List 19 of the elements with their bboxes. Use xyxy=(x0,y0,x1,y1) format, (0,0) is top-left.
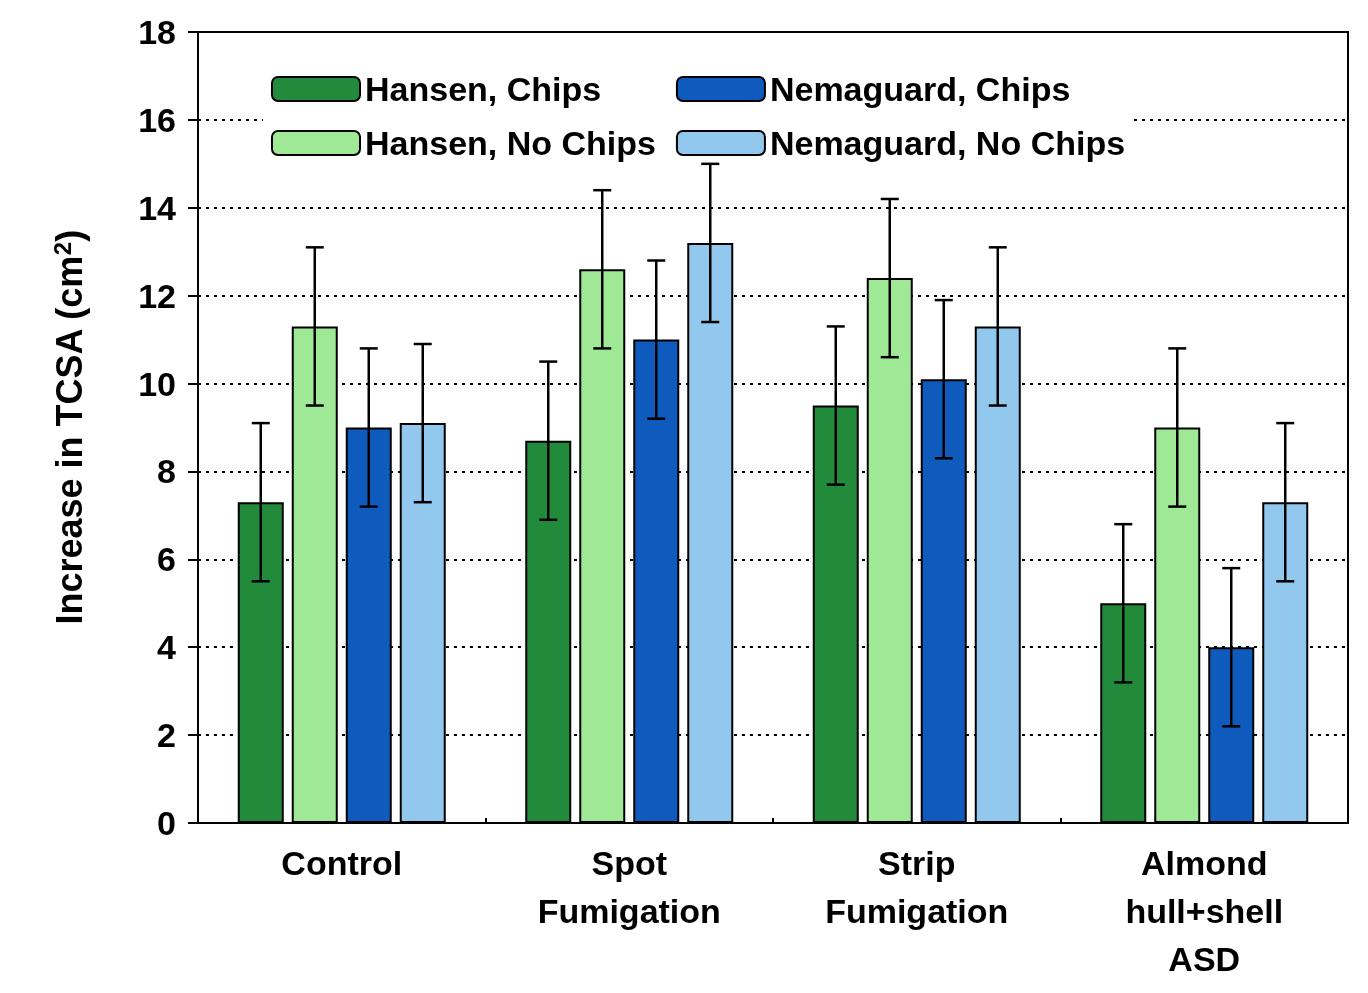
legend-label: Hansen, Chips xyxy=(365,70,602,108)
y-axis-title: Increase in TCSA (cm2) xyxy=(48,229,90,625)
y-tick-label: 2 xyxy=(157,716,176,755)
y-tick-label: 18 xyxy=(138,13,176,51)
x-tick-label: Control xyxy=(281,844,403,882)
y-tick-label: 8 xyxy=(157,452,176,491)
legend-label: Nemaguard, No Chips xyxy=(769,124,1126,162)
legend-label: Nemaguard, Chips xyxy=(769,70,1071,108)
legend-label: Hansen, No Chips xyxy=(365,124,656,162)
y-tick-label: 14 xyxy=(138,188,177,227)
y-tick-label: 12 xyxy=(138,276,176,315)
y-tick-label: 6 xyxy=(157,540,176,579)
x-tick-label: Strip Fumigation xyxy=(825,844,1009,930)
x-tick-label: Spot Fumigation xyxy=(537,844,721,930)
y-tick-label: 0 xyxy=(157,804,176,842)
y-tick-label: 16 xyxy=(138,100,176,139)
y-tick-label: 10 xyxy=(138,364,176,403)
x-tick-label: Almond hull+shell ASD xyxy=(1125,844,1284,978)
y-tick-label: 4 xyxy=(157,628,177,667)
